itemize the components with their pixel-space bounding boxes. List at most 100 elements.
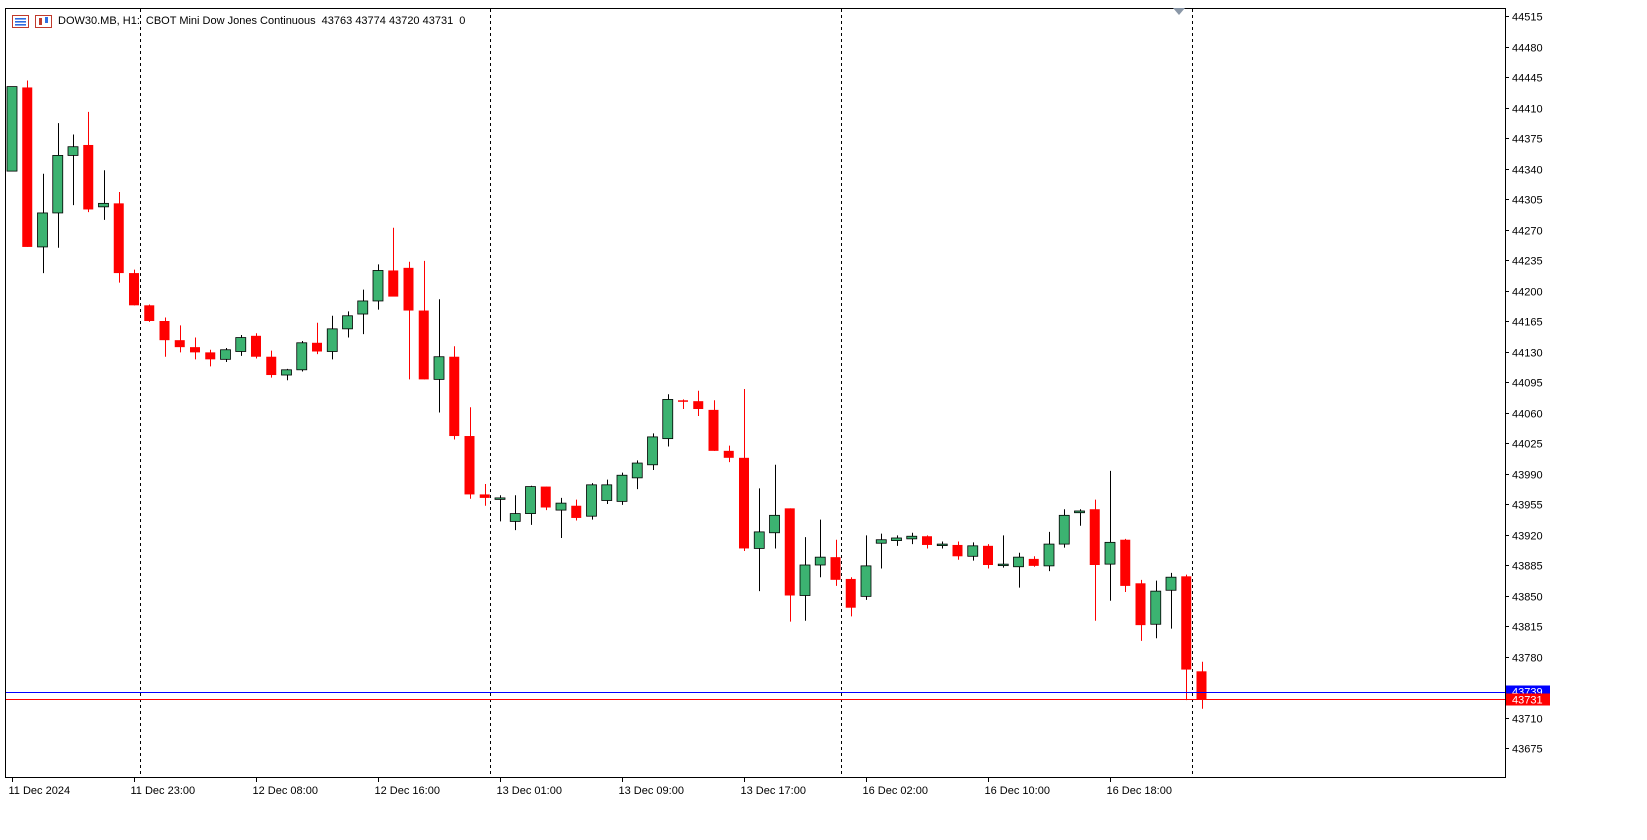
price-tick-label: 43675 (1512, 744, 1543, 756)
bull-candle-body (875, 539, 887, 544)
symbol-timeframe: DOW30.MB, H1: (58, 15, 140, 27)
bull-candle-body (1043, 543, 1055, 567)
candle (631, 460, 643, 490)
bull-candle-body (235, 337, 247, 352)
candle (433, 299, 445, 413)
bull-candle-body (631, 462, 643, 479)
candle (205, 349, 216, 367)
candle (571, 499, 582, 521)
price-tick-label: 44095 (1512, 378, 1543, 390)
price-lines (6, 692, 1505, 700)
candle (449, 346, 460, 440)
chart-header: DOW30.MB, H1: CBOT Mini Dow Jones Contin… (12, 13, 465, 29)
candle (891, 535, 902, 546)
time-tick-label: 13 Dec 09:00 (619, 785, 684, 797)
bull-candle-body (1104, 541, 1116, 565)
candle (693, 390, 704, 416)
bull-candle-body (357, 300, 369, 315)
price-tick-label: 43920 (1512, 531, 1543, 543)
bear-candle-body (1135, 583, 1146, 626)
candle (22, 80, 33, 247)
bear-candle-body (22, 87, 33, 247)
bear-candle-body (144, 305, 155, 321)
candle (799, 537, 811, 621)
bear-candle-body (922, 536, 932, 545)
bear-candle-body (251, 335, 261, 357)
candle (860, 535, 872, 600)
time-tick-label: 13 Dec 17:00 (741, 785, 806, 797)
price-axis[interactable]: 44515 44480 44445 44410 44375 44340 44305 44270… (1505, 12, 1550, 756)
bear-candle-body (739, 457, 749, 549)
candle (509, 495, 521, 531)
price-tick-label: 44445 (1512, 73, 1543, 85)
bear-candle-body (571, 505, 582, 518)
candles (6, 80, 1207, 709)
time-tick-label: 12 Dec 08:00 (253, 785, 318, 797)
candle (647, 433, 658, 471)
bear-candle-body (845, 578, 856, 608)
price-tick-label: 44340 (1512, 165, 1543, 177)
candle (403, 261, 414, 380)
candle (52, 123, 64, 248)
bear-candle-body (266, 356, 277, 376)
bull-candle-body (220, 349, 231, 360)
bull-candle-body (1150, 590, 1162, 625)
time-tick-label: 12 Dec 16:00 (375, 785, 440, 797)
bear-candle-body (449, 356, 460, 437)
candle (220, 348, 231, 362)
bear-candle-body (723, 450, 734, 458)
candle (6, 86, 18, 172)
bull-candle-body (997, 563, 1009, 567)
candle (98, 170, 109, 220)
time-axis[interactable]: 11 Dec 2024 11 Dec 23:00 12 Dec 08:00 12 De… (9, 777, 1172, 797)
bear-candle-body (983, 545, 993, 565)
candle (1043, 531, 1055, 572)
candle (708, 400, 719, 451)
candle (1013, 552, 1024, 588)
bear-candle-body (129, 273, 139, 306)
bear-candle-body (1028, 558, 1039, 566)
candle (875, 533, 887, 569)
candle (1089, 499, 1100, 621)
candle (357, 289, 369, 335)
bull-candle-body (1074, 510, 1085, 514)
time-tick-label: 11 Dec 23:00 (131, 785, 196, 797)
candle (326, 315, 338, 360)
bear-candle-body (952, 544, 963, 557)
bull-candle-body (342, 315, 353, 330)
candle (144, 304, 155, 322)
bull-candle-body (1058, 514, 1070, 545)
bear-candle-body (312, 342, 322, 352)
bull-candle-body (891, 537, 902, 542)
candle (159, 317, 170, 357)
menu-list-icon[interactable] (12, 14, 29, 28)
candle (1058, 509, 1070, 548)
time-tick-label: 11 Dec 2024 (9, 785, 71, 797)
candle (936, 541, 948, 549)
price-tick-label: 44480 (1512, 43, 1543, 55)
price-tick-label: 43710 (1512, 714, 1543, 726)
bull-candle-body (37, 212, 48, 248)
candle (678, 399, 688, 410)
price-tick-label: 43990 (1512, 470, 1543, 482)
bull-candle-body (906, 535, 918, 540)
candle-chart-icon[interactable] (35, 14, 52, 28)
time-tick-label: 13 Dec 01:00 (497, 785, 562, 797)
candle (296, 341, 308, 372)
bull-candle-body (1165, 576, 1177, 591)
candle (266, 350, 277, 378)
candle (418, 260, 429, 380)
candle (1181, 574, 1192, 701)
bull-candle-body (769, 514, 780, 534)
candle (906, 532, 918, 545)
bear-candle-body (388, 270, 399, 297)
bull-candle-body (814, 556, 826, 566)
bear-candle-body (678, 400, 688, 402)
bull-candle-body (67, 146, 79, 156)
price-tick-label: 44515 (1512, 12, 1543, 24)
candle (922, 535, 932, 549)
price-tick-label: 44025 (1512, 439, 1543, 451)
shift-marker-icon[interactable] (1173, 8, 1185, 15)
candle (1104, 470, 1116, 601)
